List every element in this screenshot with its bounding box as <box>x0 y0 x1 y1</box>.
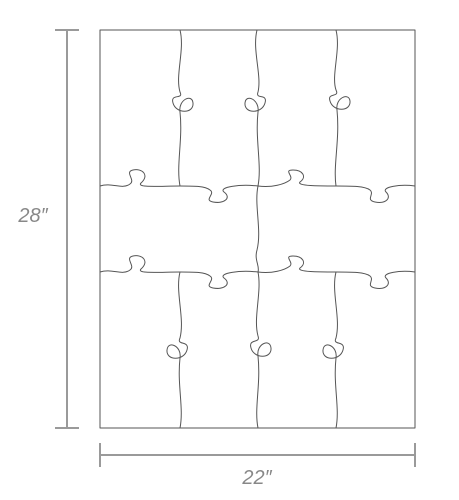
puzzle-cut-v1-top <box>172 29 194 187</box>
height-label: 28″ <box>17 205 48 227</box>
puzzle-border <box>99 29 416 429</box>
width-dimension <box>99 443 416 467</box>
puzzle-cut-v2-bottom <box>250 271 272 429</box>
width-label: 22″ <box>241 467 272 489</box>
height-dimension <box>55 29 79 429</box>
puzzle-cut-v1-bottom <box>166 271 188 429</box>
puzzle-cut-v2-top <box>244 29 266 187</box>
puzzle-cut-h2 <box>99 255 416 289</box>
puzzle-cut-v3-top <box>329 29 351 187</box>
puzzle-board <box>99 29 416 429</box>
puzzle-cut-v3-bottom <box>322 271 344 429</box>
puzzle-cut-v2-middle <box>255 185 260 273</box>
